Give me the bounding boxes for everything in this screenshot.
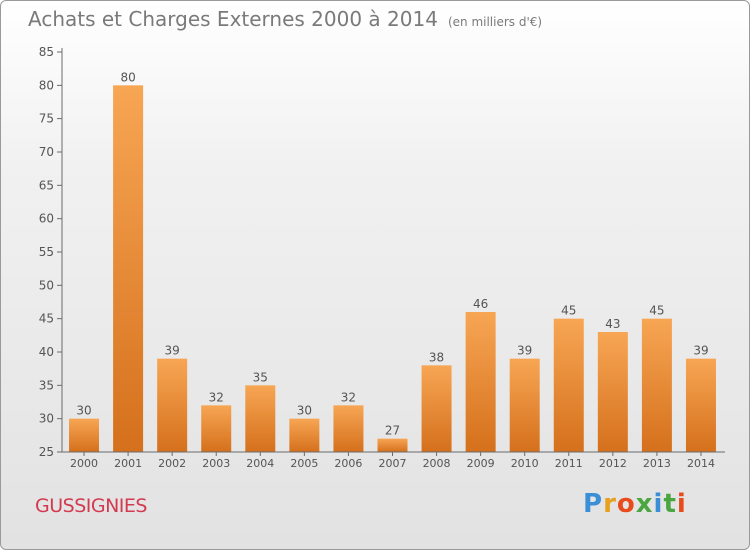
x-tick-label: 2009: [467, 457, 495, 470]
bar-value-label: 80: [120, 70, 135, 84]
logo-letter: o: [616, 489, 636, 519]
y-tick-label: 25: [39, 445, 54, 459]
y-tick-label: 85: [39, 45, 54, 59]
logo-letter: x: [635, 489, 654, 519]
bar: [113, 85, 144, 452]
bar-value-label: 39: [693, 344, 708, 358]
x-tick-label: 2011: [555, 457, 583, 470]
logo-letter: t: [663, 489, 677, 519]
y-tick-label: 35: [39, 378, 54, 392]
bar: [685, 358, 716, 452]
y-tick-label: 60: [39, 212, 54, 226]
chart-title: Achats et Charges Externes 2000 à 2014: [28, 7, 438, 31]
y-tick-label: 55: [39, 245, 54, 259]
y-axis: 25 30 35 40 45 50 55 60 65 70 75 80 85: [39, 45, 63, 459]
bar-value-label: 39: [165, 344, 180, 358]
chart-subtitle: (en milliers d'€): [447, 15, 543, 29]
bar-value-label: 30: [297, 404, 312, 418]
x-tick-label: 2001: [114, 457, 142, 470]
bar: [333, 405, 364, 452]
x-tick-label: 2013: [643, 457, 671, 470]
y-tick-label: 70: [39, 145, 54, 159]
bar-value-label: 39: [517, 344, 532, 358]
bar: [69, 418, 100, 452]
bar-value-label: 35: [253, 370, 268, 384]
bar-value-label: 45: [649, 304, 664, 318]
bar-value-label: 38: [429, 350, 444, 364]
proxiti-logo: Proxiti: [583, 489, 687, 519]
bar: [641, 318, 672, 452]
chart-title-block: Achats et Charges Externes 2000 à 2014 (e…: [28, 7, 542, 31]
bar: [509, 358, 540, 452]
bar: [289, 418, 320, 452]
x-tick-label: 2003: [202, 457, 230, 470]
bar-value-label: 32: [341, 390, 356, 404]
y-tick-label: 75: [39, 112, 54, 126]
logo-letter: r: [603, 489, 617, 519]
y-tick-label: 80: [39, 78, 54, 92]
y-tick-label: 30: [39, 412, 54, 426]
bar: [245, 385, 276, 452]
bar-value-label: 32: [209, 390, 224, 404]
y-tick-label: 65: [39, 178, 54, 192]
bar: [157, 358, 188, 452]
bar-value-label: 45: [561, 304, 576, 318]
bar: [465, 312, 496, 452]
x-tick-label: 2008: [423, 457, 451, 470]
bar: [377, 438, 408, 452]
bar: [201, 405, 232, 452]
bars: 30 80 39 32 35 30 32 27 38 46 39 45 43 45 39: [69, 70, 716, 452]
y-tick-label: 50: [39, 278, 54, 292]
x-tick-label: 2005: [290, 457, 318, 470]
x-tick-label: 2004: [246, 457, 274, 470]
bar-value-label: 43: [605, 317, 620, 331]
x-tick-label: 2007: [379, 457, 407, 470]
x-tick-label: 2002: [158, 457, 186, 470]
logo-letter: i: [653, 489, 664, 519]
x-axis: 2000 2001 2002 2003 2004 2005 2006 2007 2008 2009…: [62, 451, 725, 470]
x-tick-label: 2006: [334, 457, 362, 470]
bar-value-label: 46: [473, 297, 488, 311]
bar-value-label: 27: [385, 424, 400, 438]
bar-value-label: 30: [76, 404, 91, 418]
x-tick-label: 2010: [511, 457, 539, 470]
x-tick-label: 2012: [599, 457, 627, 470]
bar: [553, 318, 584, 452]
commune-name: GUSSIGNIES: [35, 495, 147, 517]
logo-letter: i: [676, 489, 687, 519]
bar: [597, 332, 628, 452]
y-tick-label: 45: [39, 312, 54, 326]
x-tick-label: 2014: [687, 457, 715, 470]
x-tick-label: 2000: [70, 457, 98, 470]
logo-letter: P: [583, 489, 604, 519]
bar: [421, 365, 452, 452]
y-tick-label: 40: [39, 345, 54, 359]
